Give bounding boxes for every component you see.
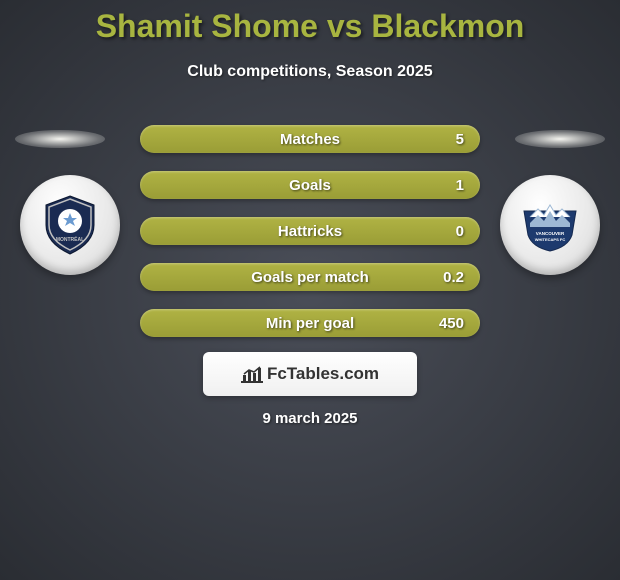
chart-icon <box>241 365 263 383</box>
stat-bar: Goals per match 0.2 <box>140 263 480 291</box>
team-badge-right: VANCOUVER WHITECAPS FC <box>500 175 600 275</box>
stat-label: Min per goal <box>266 315 354 332</box>
stat-bar: Min per goal 450 <box>140 309 480 337</box>
montreal-badge-icon: MONTRÉAL <box>36 191 104 259</box>
stat-label: Goals <box>289 177 331 194</box>
page-title: Shamit Shome vs Blackmon <box>0 0 620 45</box>
stat-label: Matches <box>280 131 340 148</box>
stat-bar: Hattricks 0 <box>140 217 480 245</box>
svg-text:VANCOUVER: VANCOUVER <box>536 231 565 236</box>
stats-area: Matches 5 Goals 1 Hattricks 0 Goals per … <box>140 125 480 355</box>
branding-box[interactable]: FcTables.com <box>203 352 417 396</box>
stat-value: 450 <box>439 315 464 332</box>
svg-text:WHITECAPS FC: WHITECAPS FC <box>535 237 566 242</box>
stat-label: Hattricks <box>278 223 342 240</box>
spotlight-left <box>15 130 105 148</box>
branding-text: FcTables.com <box>267 364 379 384</box>
stat-value: 1 <box>456 177 464 194</box>
subtitle: Club competitions, Season 2025 <box>0 63 620 81</box>
stat-value: 0 <box>456 223 464 240</box>
stat-bar: Goals 1 <box>140 171 480 199</box>
stat-bar: Matches 5 <box>140 125 480 153</box>
whitecaps-badge-icon: VANCOUVER WHITECAPS FC <box>516 191 584 259</box>
svg-text:MONTRÉAL: MONTRÉAL <box>56 235 84 243</box>
stat-label: Goals per match <box>251 269 369 286</box>
team-badge-left: MONTRÉAL <box>20 175 120 275</box>
spotlight-right <box>515 130 605 148</box>
stat-value: 5 <box>456 131 464 148</box>
date-text: 9 march 2025 <box>262 410 357 427</box>
stat-value: 0.2 <box>443 269 464 286</box>
